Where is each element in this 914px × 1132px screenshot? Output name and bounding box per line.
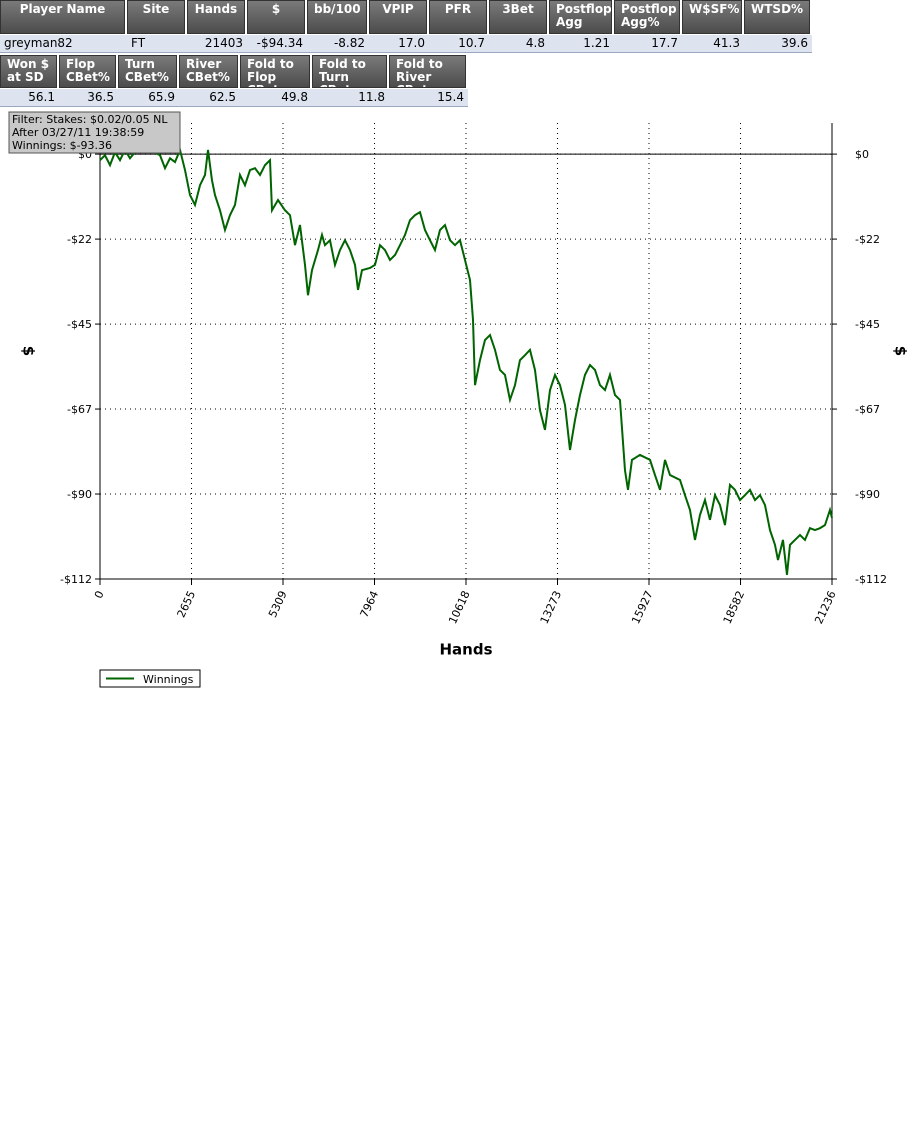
y2-tick-label: -$90 <box>855 488 880 501</box>
data-cell: 1.21 <box>549 35 614 53</box>
y-tick-label: -$67 <box>67 403 92 416</box>
header-cell: Site <box>127 0 185 34</box>
header-cell: W$SF% <box>682 0 742 34</box>
annotation-text: Winnings: $-93.36 <box>12 139 112 152</box>
annotation-text: Filter: Stakes: $0.02/0.05 NL <box>12 113 168 126</box>
annotation-box <box>8 111 181 154</box>
header-cell: River CBet% <box>179 55 238 88</box>
header-cell: Fold to Flop CBet <box>240 55 310 88</box>
y-tick-label: -$22 <box>67 233 92 246</box>
x-tick-label: 0 <box>92 589 107 601</box>
x-tick-label: 2655 <box>175 589 199 620</box>
header-cell: Postflop Agg <box>549 0 612 34</box>
header-cell: Turn CBet% <box>118 55 177 88</box>
annotation-text: After 03/27/11 19:38:59 <box>12 126 144 139</box>
header-cell: $ <box>247 0 305 34</box>
data-cell: 11.8 <box>312 89 389 107</box>
y2-tick-label: -$112 <box>855 573 887 586</box>
data-cell: -8.82 <box>307 35 369 53</box>
data-cell: 10.7 <box>429 35 489 53</box>
y2-tick-label: -$22 <box>855 233 880 246</box>
header-cell: Player Name <box>0 0 125 34</box>
data-cell: 15.4 <box>389 89 468 107</box>
y2-tick-label: -$45 <box>855 318 880 331</box>
data-cell: 39.6 <box>744 35 812 53</box>
series-line <box>99 146 833 575</box>
y2-tick-label: -$67 <box>855 403 880 416</box>
y2-tick-label: $0 <box>855 148 869 161</box>
header-cell: Hands <box>187 0 245 34</box>
legend-box <box>99 669 201 688</box>
header-cell: bb/100 <box>307 0 367 34</box>
header-cell: WTSD% <box>744 0 810 34</box>
header-cell: 3Bet <box>489 0 547 34</box>
data-cell: 56.1 <box>0 89 59 107</box>
header-cell: Fold to Turn CBet <box>312 55 387 88</box>
y2-axis-label: $ <box>892 346 910 356</box>
header-cell: PFR <box>429 0 487 34</box>
data-cell: 21403 <box>187 35 247 53</box>
header-cell: Fold to River CBet <box>389 55 466 88</box>
legend-label: Winnings <box>143 673 194 686</box>
x-tick-label: 5309 <box>266 589 290 620</box>
y-axis-label: $ <box>20 346 38 356</box>
data-cell: 65.9 <box>118 89 179 107</box>
data-cell: 49.8 <box>240 89 312 107</box>
data-cell: 17.0 <box>369 35 429 53</box>
x-tick-label: 10618 <box>446 589 473 626</box>
x-tick-label: 13273 <box>538 589 565 626</box>
x-tick-label: 21236 <box>812 589 839 626</box>
y-tick-label: -$45 <box>67 318 92 331</box>
data-cell: -$94.34 <box>247 35 307 53</box>
x-tick-label: 15927 <box>629 589 656 626</box>
data-cell: 62.5 <box>179 89 240 107</box>
header-cell: VPIP <box>369 0 427 34</box>
data-cell: 17.7 <box>614 35 682 53</box>
header-cell: Postflop Agg% <box>614 0 680 34</box>
data-cell: greyman82 <box>0 35 127 53</box>
data-cell: FT <box>127 35 187 53</box>
header-cell: Flop CBet% <box>59 55 116 88</box>
data-cell: 4.8 <box>489 35 549 53</box>
y-tick-label: -$90 <box>67 488 92 501</box>
header-cell: Won $ at SD <box>0 55 57 88</box>
y-tick-label: -$112 <box>60 573 92 586</box>
data-cell: 41.3 <box>682 35 744 53</box>
data-cell: 36.5 <box>59 89 118 107</box>
x-tick-label: 18582 <box>721 589 748 626</box>
x-axis-label: Hands <box>439 641 492 659</box>
x-tick-label: 7964 <box>358 589 382 620</box>
